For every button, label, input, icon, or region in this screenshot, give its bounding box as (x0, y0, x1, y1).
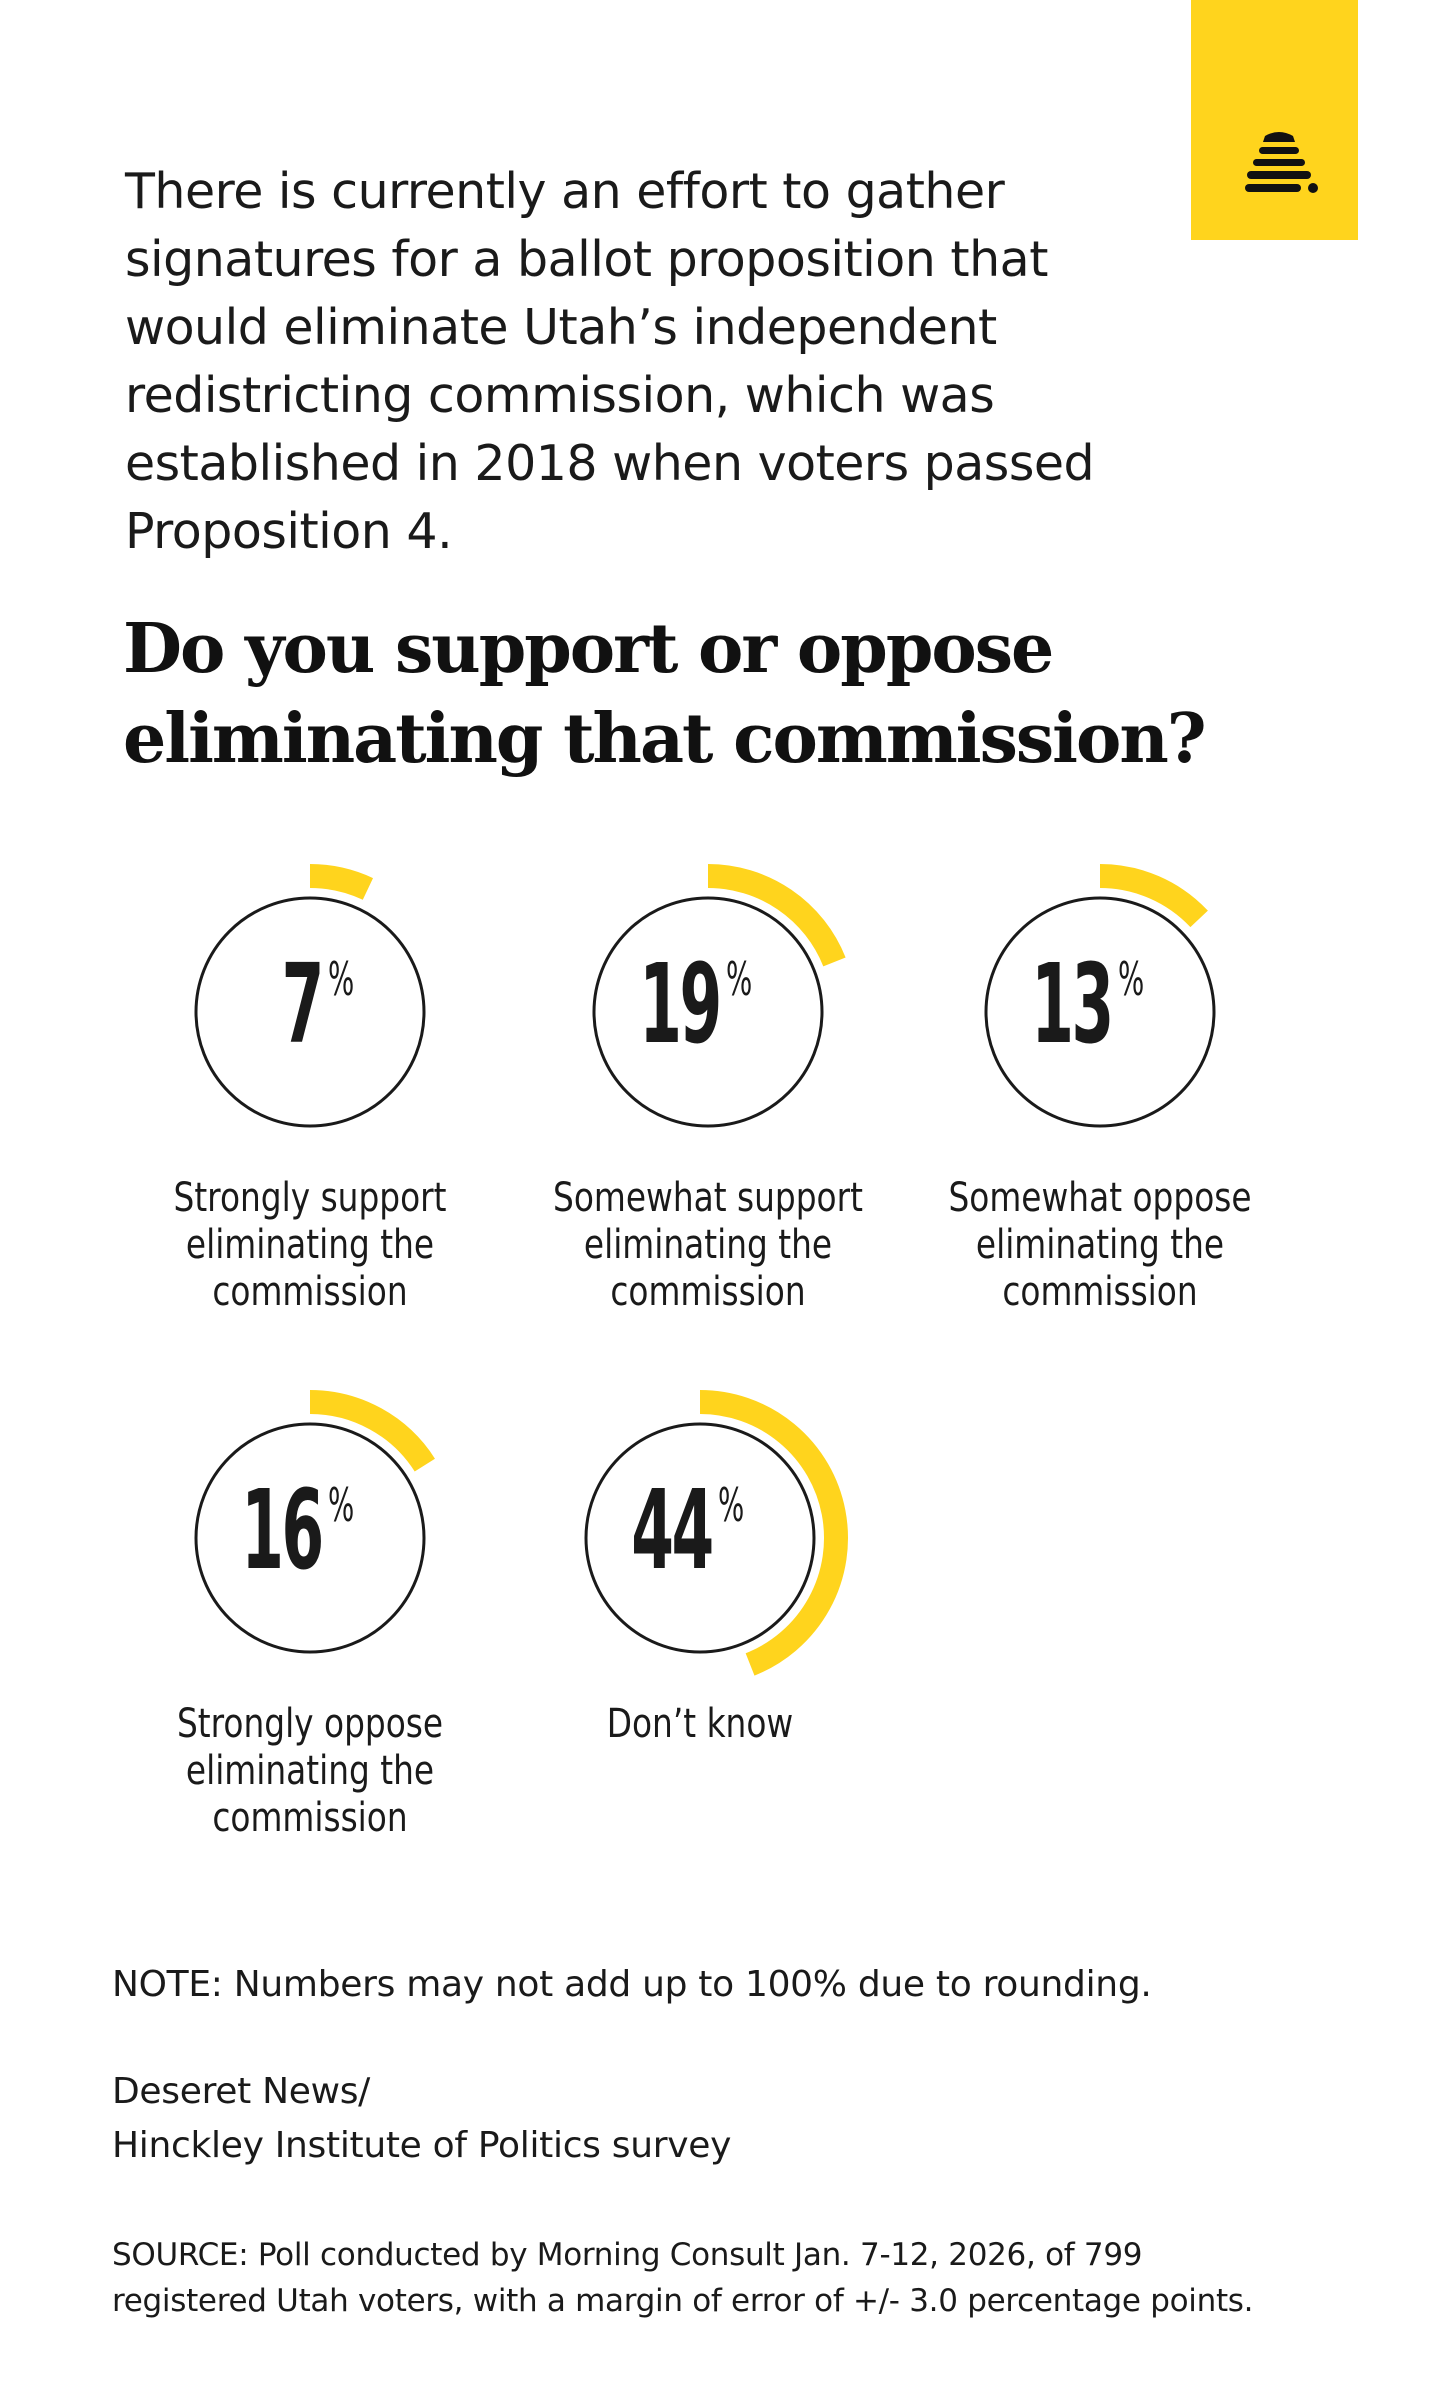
value-arc (1099, 864, 1208, 928)
category-label-line: eliminating the (583, 1222, 833, 1268)
chart-item: 16% Strongly oppose eliminating the commiss… (146, 1390, 474, 1842)
ring-outline (584, 1422, 816, 1654)
value-label: 13 (1031, 940, 1115, 1068)
attribution-line: Deseret News/ (112, 2071, 370, 2112)
source-line: registered Utah voters, with a margin of… (112, 2283, 1254, 2319)
ring-chart (194, 864, 426, 1128)
percent-sign: % (328, 1478, 355, 1532)
percent-sign: % (1118, 952, 1145, 1006)
value-arc (309, 1390, 435, 1472)
category-label: Strongly support eliminating the commissio… (146, 1175, 474, 1316)
value-label: 44 (631, 1466, 715, 1594)
value-label: 16 (241, 1466, 325, 1594)
category-label-line: commission (610, 1269, 806, 1315)
ring-chart (584, 1390, 848, 1676)
ring-chart (592, 864, 846, 1128)
beehive-icon (1245, 132, 1318, 193)
category-label: Strongly oppose eliminating the commission (146, 1701, 474, 1842)
chart-item: 7% Strongly support eliminating the commiss… (146, 864, 474, 1316)
category-label-line: Somewhat oppose (948, 1175, 1252, 1221)
category-label-line: eliminating the (185, 1748, 435, 1794)
ring-chart (194, 1390, 435, 1654)
category-label-line: Strongly support (173, 1175, 447, 1221)
value-arc (699, 1390, 848, 1676)
category-label: Somewhat support eliminating the commissio… (544, 1175, 872, 1316)
rounding-note: NOTE: Numbers may not add up to 100% due… (112, 1964, 1152, 2005)
attribution-line: Hinckley Institute of Politics survey (112, 2125, 732, 2166)
category-label: Somewhat oppose eliminating the commission (936, 1175, 1264, 1316)
category-label-line: Strongly oppose (176, 1701, 444, 1747)
ring-outline (592, 896, 824, 1128)
value-label: 7 (281, 940, 325, 1068)
category-label-line: eliminating the (975, 1222, 1225, 1268)
ring-outline (984, 896, 1216, 1128)
category-label-line: commission (212, 1269, 408, 1315)
intro-text: There is currently an effort to gather s… (125, 163, 1095, 560)
category-label-line: Somewhat support (553, 1175, 863, 1221)
category-label: Don’t know (536, 1701, 864, 1748)
chart-question-title: Do you support or oppose eliminating tha… (123, 609, 1207, 779)
source-line: SOURCE: Poll conducted by Morning Consul… (112, 2237, 1143, 2273)
value-arc (707, 864, 846, 967)
ring-outline (194, 1422, 426, 1654)
percent-sign: % (328, 952, 355, 1006)
value-label: 19 (639, 940, 723, 1068)
category-label-line: commission (212, 1795, 408, 1841)
source-note: SOURCE: Poll conducted by Morning Consul… (112, 2232, 1362, 2324)
ring-chart (984, 864, 1216, 1128)
category-label-line: Don’t know (606, 1701, 794, 1747)
chart-item: 13% Somewhat oppose eliminating the commiss… (936, 864, 1264, 1316)
percent-sign: % (718, 1478, 745, 1532)
logo-badge (1191, 0, 1358, 240)
category-label-line: eliminating the (185, 1222, 435, 1268)
ring-outline (194, 896, 426, 1128)
chart-item: 44% Don’t know (536, 1390, 864, 1748)
response-charts: 7% Strongly support eliminating the commiss… (146, 864, 1264, 1842)
percent-sign: % (726, 952, 753, 1006)
value-arc (309, 864, 374, 900)
category-label-line: commission (1002, 1269, 1198, 1315)
attribution: Deseret News/ Hinckley Institute of Poli… (112, 2065, 731, 2173)
chart-item: 19% Somewhat support eliminating the commis… (544, 864, 872, 1316)
